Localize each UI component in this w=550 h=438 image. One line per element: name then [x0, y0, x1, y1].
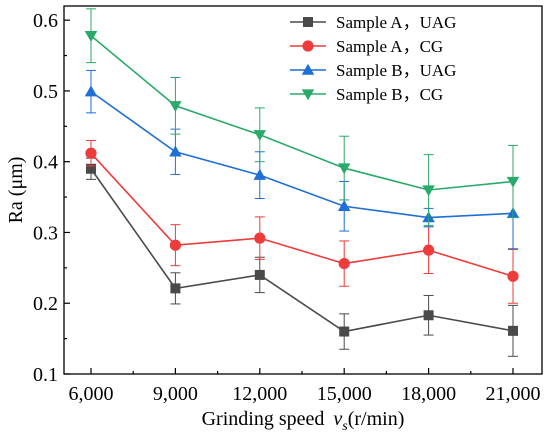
- legend-label: Sample A，CG: [336, 37, 443, 56]
- data-point: [84, 85, 98, 97]
- data-point: [507, 270, 519, 282]
- series-line: [90, 90, 514, 219]
- x-tick-label: 12,000: [232, 383, 287, 405]
- x-axis-title: Grinding speed vs(r/min): [202, 408, 405, 434]
- data-point: [508, 325, 518, 336]
- data-point: [169, 145, 182, 157]
- data-point: [253, 130, 267, 142]
- x-axis-title-symbol: v: [333, 408, 342, 430]
- data-point: [84, 31, 98, 42]
- series-4: [84, 8, 520, 226]
- x-tick-label: 18,000: [401, 383, 456, 405]
- y-axis: 0.1 0.2 0.3 0.4 0.5 0.6: [33, 10, 70, 386]
- y-tick-label: 0.2: [33, 293, 58, 315]
- legend-label: Sample B，CG: [336, 85, 443, 104]
- series-line: [90, 152, 514, 278]
- y-axis-title: Ra (μm): [5, 157, 27, 224]
- data-point: [169, 101, 182, 113]
- legend-label: Sample B，UAG: [336, 61, 456, 80]
- series-line: [90, 168, 514, 333]
- x-tick-label: 21,000: [486, 383, 541, 405]
- plot-frame: [63, 5, 543, 375]
- legend-label: Sample A，UAG: [336, 13, 456, 32]
- y-tick-label: 0.5: [33, 81, 58, 103]
- series-line: [90, 35, 514, 191]
- legend: Sample A，UAG Sample A，CG Sample B，UAG Sampl…: [290, 13, 456, 104]
- y-tick-label: 0.6: [33, 10, 58, 32]
- x-tick-label: 6,000: [69, 383, 114, 405]
- data-point: [423, 310, 434, 321]
- data-point: [337, 200, 351, 211]
- y-tick-label: 0.3: [33, 222, 58, 244]
- data-point: [422, 185, 435, 197]
- y-tick-label: 0.1: [33, 364, 58, 386]
- legend-marker: [303, 17, 313, 27]
- data-point: [506, 176, 520, 188]
- legend-marker: [302, 40, 314, 52]
- x-axis-title-unit: (r/min): [348, 408, 405, 430]
- x-axis-title-subscript: s: [342, 419, 348, 434]
- data-point: [254, 232, 266, 244]
- data-point: [337, 163, 351, 175]
- data-point: [338, 258, 350, 270]
- data-point: [254, 269, 265, 280]
- data-point: [85, 147, 97, 159]
- legend-marker: [301, 63, 315, 75]
- data-point: [169, 239, 181, 251]
- data-point: [423, 244, 435, 256]
- data-point: [339, 326, 350, 337]
- series-2: [85, 139, 519, 304]
- series-3: [84, 69, 520, 250]
- data-point: [253, 168, 267, 180]
- plot-marks: [84, 8, 520, 357]
- x-tick-label: 15,000: [317, 383, 372, 405]
- data-point: [170, 283, 181, 294]
- data-point: [86, 163, 96, 174]
- legend-marker: [301, 89, 315, 101]
- y-tick-label: 0.4: [33, 152, 58, 174]
- x-axis: 6,000 9,000 12,000 15,000 18,000 21,000: [69, 368, 541, 405]
- x-axis-title-text: Grinding speed: [202, 408, 325, 430]
- series-1: [86, 157, 518, 357]
- x-tick-label: 9,000: [153, 383, 198, 405]
